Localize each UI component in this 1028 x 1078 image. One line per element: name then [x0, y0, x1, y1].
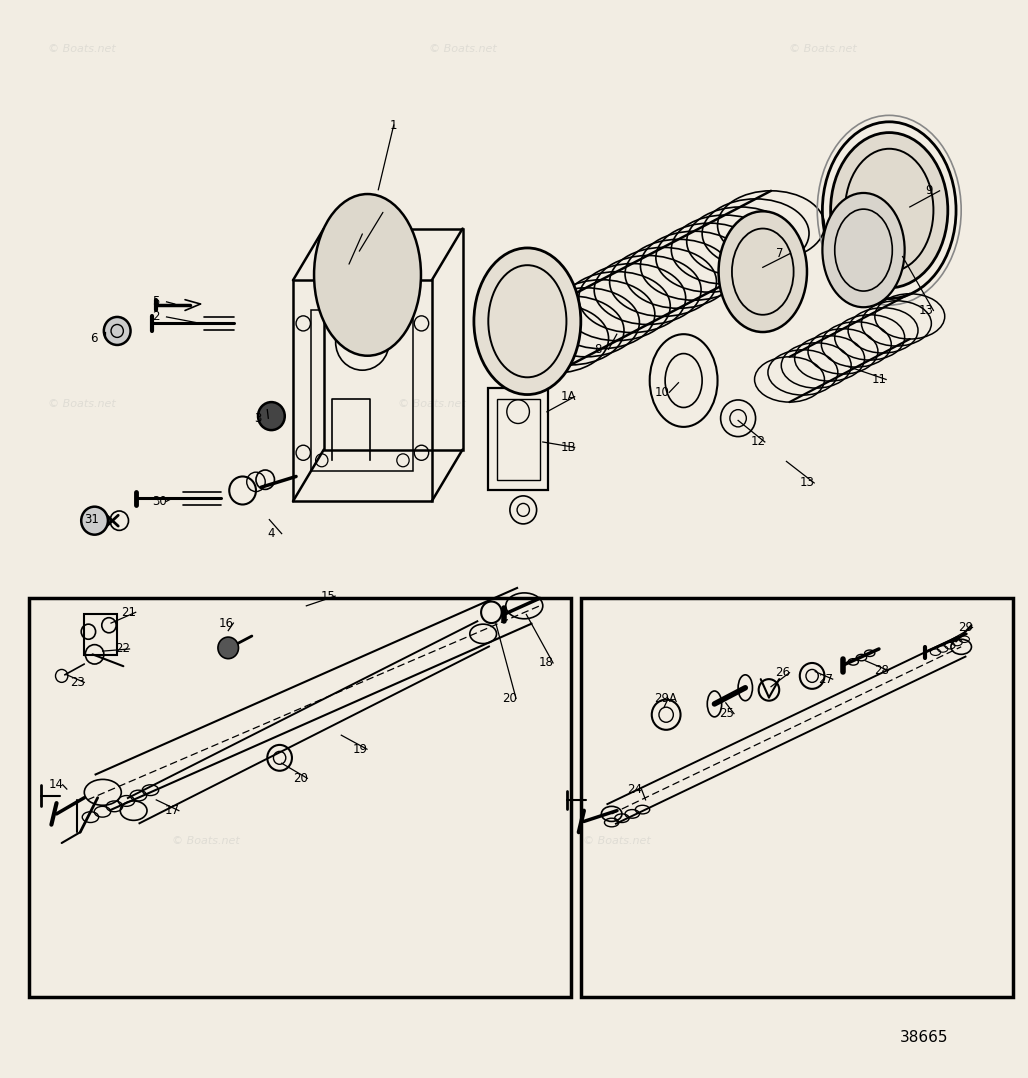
Text: 6: 6 — [90, 332, 98, 345]
Text: 3: 3 — [254, 412, 261, 425]
Text: © Boats.net: © Boats.net — [48, 399, 116, 410]
Ellipse shape — [474, 248, 581, 395]
Text: 23: 23 — [70, 676, 84, 689]
Text: 25: 25 — [720, 707, 734, 720]
Text: 4: 4 — [267, 527, 274, 540]
Text: © Boats.net: © Boats.net — [788, 43, 856, 54]
Bar — [324, 229, 463, 450]
Text: © Boats.net: © Boats.net — [398, 399, 466, 410]
Bar — [488, 388, 548, 490]
Text: 22: 22 — [115, 642, 131, 655]
Ellipse shape — [822, 193, 905, 307]
Text: 30: 30 — [152, 495, 167, 508]
Text: 31: 31 — [84, 513, 99, 526]
Text: 1: 1 — [390, 119, 398, 132]
Bar — [581, 598, 1013, 997]
Circle shape — [258, 402, 285, 430]
Text: 27: 27 — [818, 673, 834, 686]
Bar — [311, 310, 413, 471]
Text: © Boats.net: © Boats.net — [48, 43, 116, 54]
Text: 15: 15 — [321, 590, 335, 603]
Ellipse shape — [831, 133, 948, 288]
Text: 28: 28 — [874, 664, 888, 677]
Text: 12: 12 — [750, 436, 766, 448]
Text: 1B: 1B — [560, 441, 576, 454]
Text: 21: 21 — [121, 606, 137, 619]
Text: 14: 14 — [48, 778, 64, 791]
Text: © Boats.net: © Boats.net — [172, 835, 240, 846]
Bar — [29, 598, 571, 997]
Text: 10: 10 — [655, 386, 669, 399]
Text: 8: 8 — [594, 343, 601, 356]
Text: 5: 5 — [152, 295, 159, 308]
Text: 16: 16 — [219, 617, 234, 630]
Ellipse shape — [719, 211, 807, 332]
Circle shape — [81, 507, 108, 535]
Text: 38665: 38665 — [900, 1029, 948, 1045]
Text: 29: 29 — [958, 621, 974, 634]
Text: 2: 2 — [152, 310, 159, 323]
Text: 26: 26 — [775, 666, 791, 679]
Text: © Boats.net: © Boats.net — [583, 835, 651, 846]
Circle shape — [104, 317, 131, 345]
Circle shape — [218, 637, 238, 659]
Text: 7: 7 — [776, 247, 783, 260]
Text: 11: 11 — [872, 373, 887, 386]
Text: 19: 19 — [353, 743, 368, 756]
Bar — [497, 399, 540, 480]
Text: 20: 20 — [293, 772, 307, 785]
Text: 29A: 29A — [654, 692, 676, 705]
Text: 24: 24 — [627, 783, 642, 796]
Text: 17: 17 — [164, 804, 180, 817]
Text: 20: 20 — [502, 692, 516, 705]
Text: 18: 18 — [539, 657, 553, 669]
Text: 13: 13 — [800, 476, 814, 489]
Text: 13: 13 — [919, 304, 933, 317]
Bar — [293, 280, 432, 501]
Bar — [84, 614, 117, 655]
Ellipse shape — [315, 194, 421, 356]
Text: 1A: 1A — [560, 390, 576, 403]
Text: 9: 9 — [925, 184, 932, 197]
Text: © Boats.net: © Boats.net — [429, 43, 497, 54]
